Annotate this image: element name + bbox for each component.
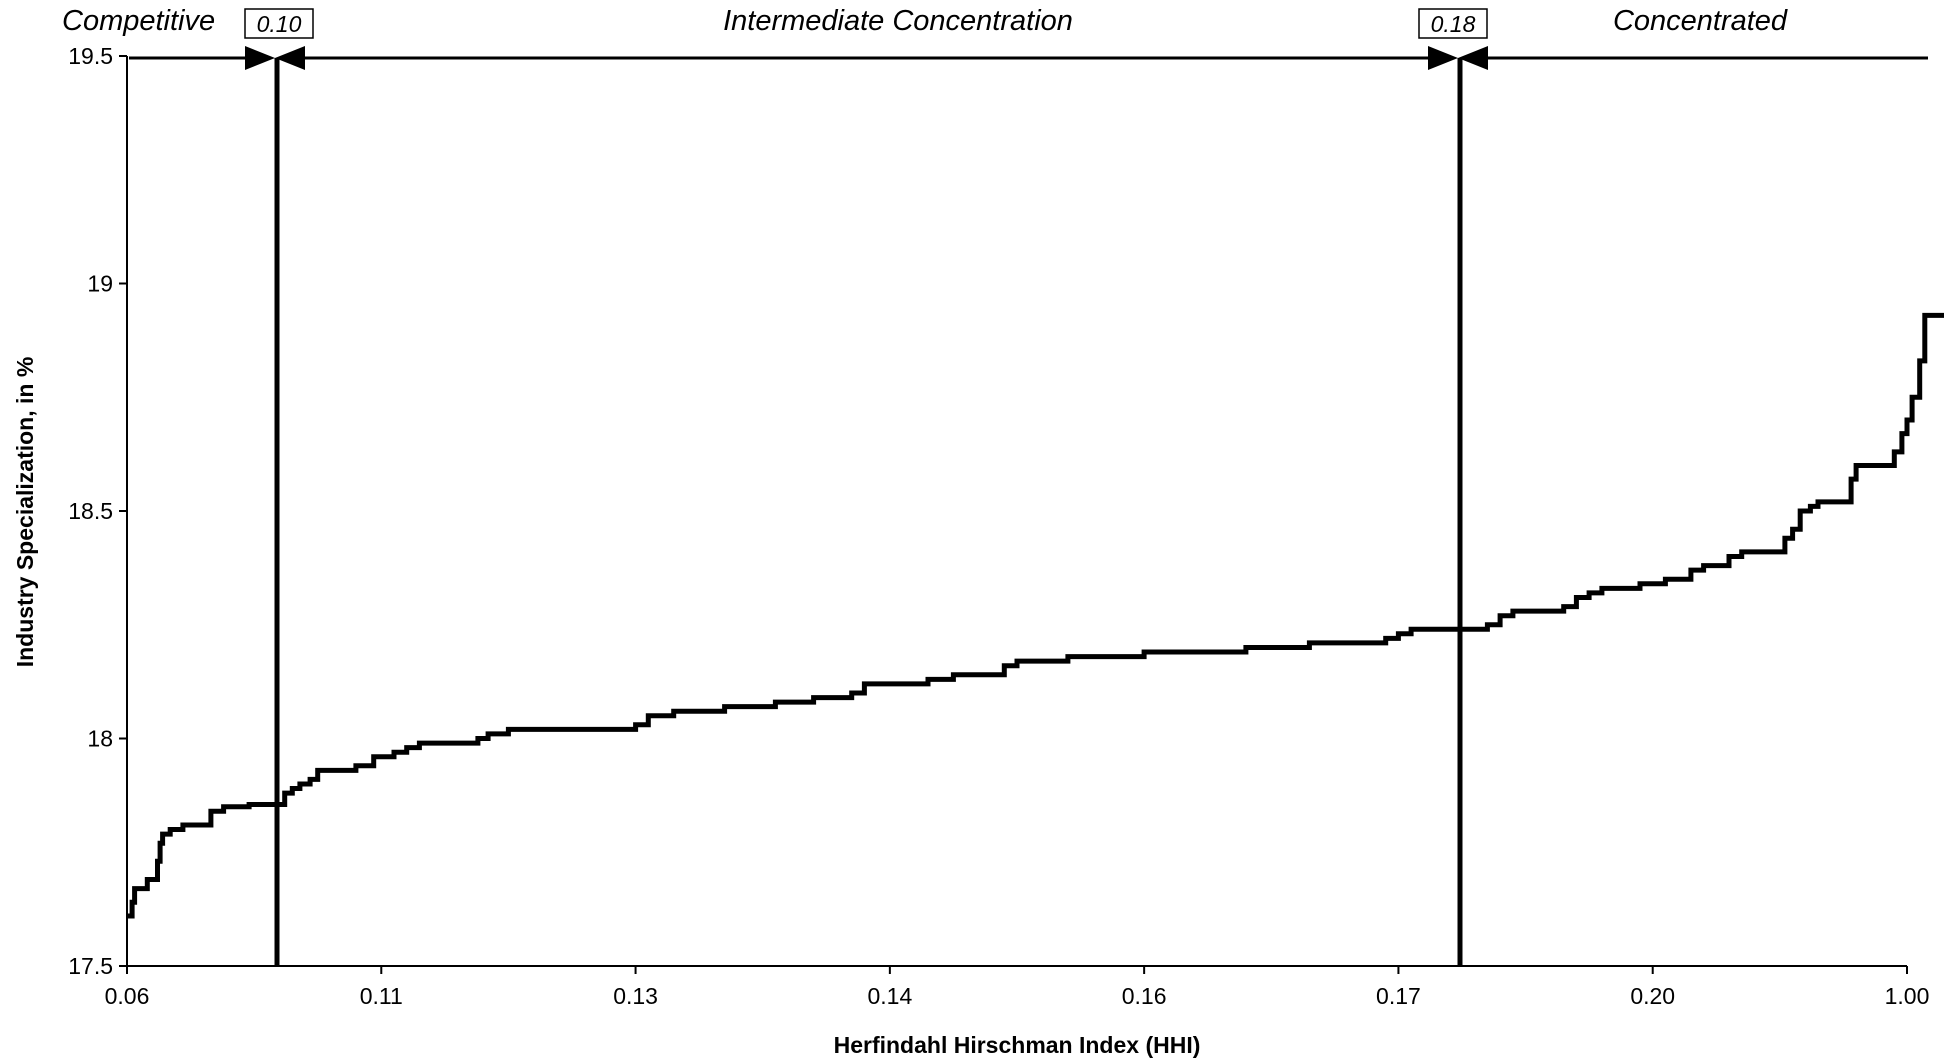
threshold-box-0.10	[244, 8, 314, 39]
arrowhead-left	[1458, 46, 1488, 70]
region-label-concentrated: Concentrated	[1613, 5, 1788, 37]
x-tick-label: 0.13	[613, 983, 658, 1009]
y-tick-label: 19.5	[68, 43, 113, 69]
region-label-competitive: Competitive	[62, 5, 215, 37]
x-axis-ticks: 0.06 0.11 0.13 0.14 0.16 0.17 0.20 1.00	[105, 966, 1930, 1009]
x-tick-label: 0.17	[1376, 983, 1421, 1009]
arrowhead-right	[245, 46, 275, 70]
y-axis-ticks: 17.5 18 18.5 19 19.5	[68, 43, 127, 979]
threshold-label-0.10: 0.10	[257, 11, 302, 37]
x-tick-label: 0.14	[867, 983, 912, 1009]
y-tick-label: 19	[87, 271, 113, 297]
region-label-intermediate: Intermediate Concentration	[723, 5, 1073, 37]
x-axis-title: Herfindahl Hirschman Index (HHI)	[834, 1032, 1201, 1058]
specialization-series-line	[127, 312, 1944, 919]
x-tick-label: 0.11	[360, 983, 403, 1009]
y-axis-title: Industry Specialization, in %	[12, 357, 38, 668]
arrowhead-right	[1428, 46, 1458, 70]
threshold-box-0.18	[1418, 8, 1488, 39]
x-tick-label: 0.16	[1122, 983, 1167, 1009]
x-tick-label: 0.06	[105, 983, 150, 1009]
y-tick-label: 18.5	[68, 498, 113, 524]
threshold-label-0.18: 0.18	[1431, 11, 1476, 37]
y-tick-label: 17.5	[68, 953, 113, 979]
arrowhead-left	[275, 46, 305, 70]
y-tick-label: 18	[87, 726, 113, 752]
x-tick-label: 1.00	[1885, 983, 1930, 1009]
x-tick-label: 0.20	[1630, 983, 1675, 1009]
